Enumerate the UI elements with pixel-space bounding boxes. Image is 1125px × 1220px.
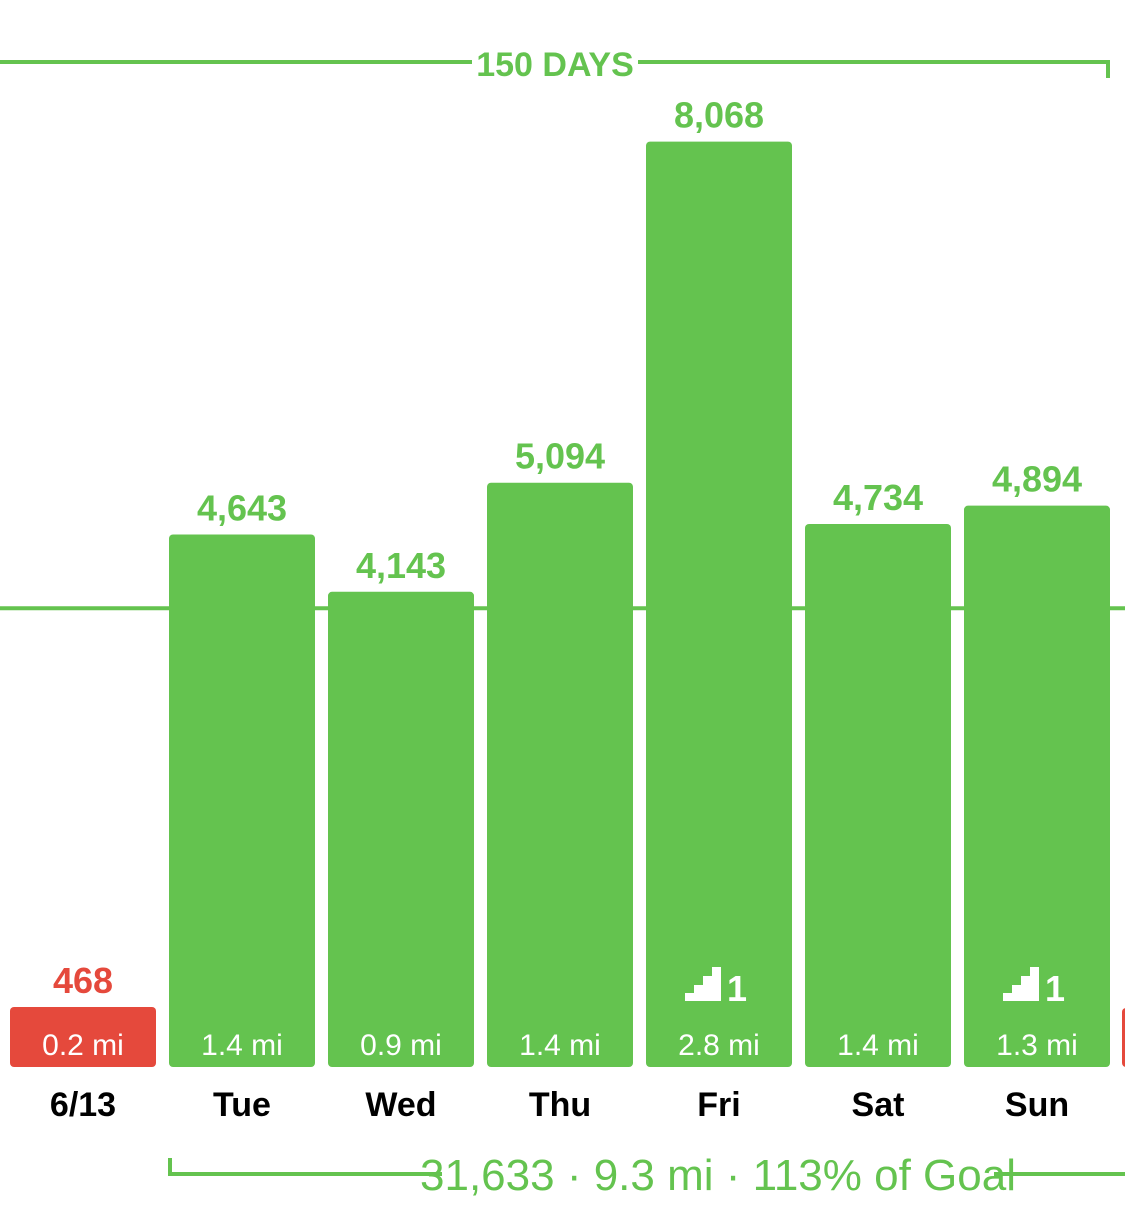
bar-value-label: 4,734 — [833, 477, 923, 518]
bar-distance-label: 1.4 mi — [519, 1029, 601, 1062]
stairs-icon — [685, 967, 721, 1001]
summary-bracket: 31,633 · 9.3 mi · 113% of Goal — [168, 1151, 1125, 1200]
bar-value-label: 4,143 — [356, 545, 446, 586]
day-label: Thu — [529, 1086, 591, 1124]
bars: 468 0.2 mi 6/13 4,643 1.4 mi Tue 4,143 0.9 mi We… — [10, 95, 1125, 1124]
bar-value-label: 8,068 — [674, 95, 764, 136]
streak-bracket: 150 DAYS — [0, 46, 1110, 84]
day-label: Wed — [365, 1086, 436, 1124]
bar-value-label: 5,094 — [515, 436, 605, 477]
bar-value-label: 4,894 — [992, 459, 1082, 500]
bar-distance-label: 0.9 mi — [360, 1029, 442, 1062]
summary-label: 31,633 · 9.3 mi · 113% of Goal — [420, 1151, 1016, 1200]
bar-Thu — [487, 482, 633, 1067]
bar-distance-label: 2.8 mi — [678, 1029, 760, 1062]
bar-value-label: 4,643 — [197, 487, 287, 528]
streak-label: 150 DAYS — [476, 46, 634, 84]
day-label: Tue — [213, 1086, 271, 1124]
stairs-icon — [1003, 967, 1039, 1001]
bar-Wed — [328, 591, 474, 1067]
flights-count: 1 — [1045, 968, 1065, 1009]
bar-6/13 — [10, 1007, 156, 1067]
bar-distance-label: 1.4 mi — [837, 1029, 919, 1062]
bar-Sat — [805, 524, 951, 1067]
flights-count: 1 — [727, 968, 747, 1009]
bar-Fri — [646, 141, 792, 1067]
bar-Tue — [169, 534, 315, 1067]
bar-distance-label: 1.3 mi — [996, 1029, 1078, 1062]
bar-value-label: 468 — [53, 960, 113, 1001]
bar-distance-label: 0.2 mi — [42, 1029, 124, 1062]
day-label: 6/13 — [50, 1086, 116, 1124]
bar-distance-label: 1.4 mi — [201, 1029, 283, 1062]
day-label: Fri — [697, 1086, 740, 1124]
bar-next-partial — [1122, 1008, 1125, 1067]
day-label: Sun — [1005, 1086, 1069, 1124]
bar-Sun — [964, 505, 1110, 1067]
day-label: Sat — [852, 1086, 905, 1124]
